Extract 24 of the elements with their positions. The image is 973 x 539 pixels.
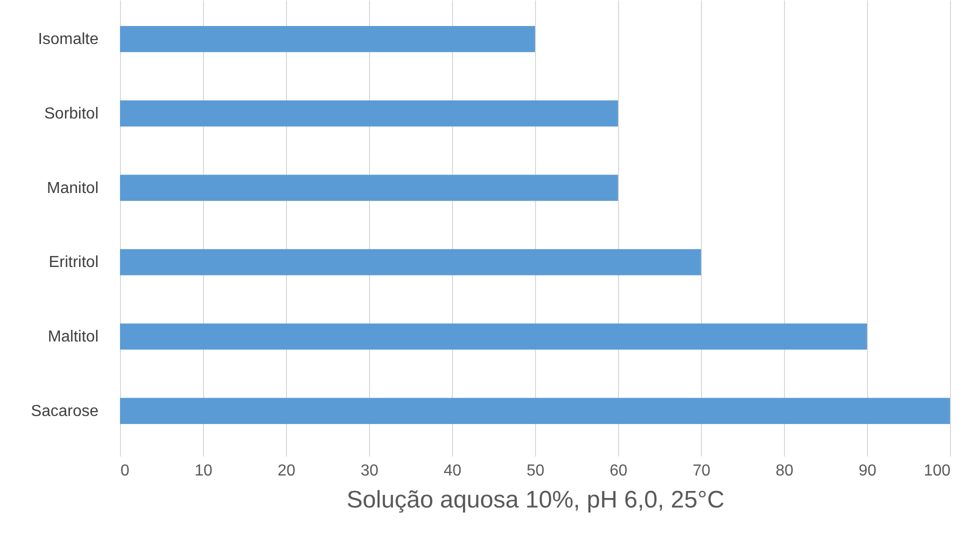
x-tick-label: 40 [444, 462, 462, 480]
x-tick-label: 100 [924, 462, 951, 480]
bar [120, 249, 701, 276]
bar [120, 26, 535, 52]
x-tick-label: 60 [610, 462, 628, 480]
x-tick-label: 30 [360, 462, 378, 480]
x-tick-label: 10 [194, 462, 212, 480]
x-tick-label: 50 [526, 462, 544, 480]
y-tick-label: Eritritol [48, 254, 98, 272]
y-tick-label: Sacarose [30, 402, 99, 420]
x-tick-label: 0 [120, 462, 130, 480]
x-tick-label: 70 [692, 462, 710, 480]
bar [120, 324, 867, 350]
x-axis-title: Solução aquosa 10%, pH 6,0, 25°C [346, 486, 724, 514]
bar [120, 100, 618, 126]
x-tick-label: 20 [278, 462, 296, 480]
x-tick-label: 90 [858, 462, 876, 480]
y-tick-label: Manitol [46, 180, 98, 197]
y-tick-label: Maltitol [48, 328, 98, 346]
y-tick-label: Sorbitol [44, 105, 98, 122]
bar [120, 398, 950, 424]
bar [120, 174, 618, 201]
y-tick-label: Isomalte [38, 31, 99, 48]
x-tick-label: 80 [776, 462, 794, 480]
